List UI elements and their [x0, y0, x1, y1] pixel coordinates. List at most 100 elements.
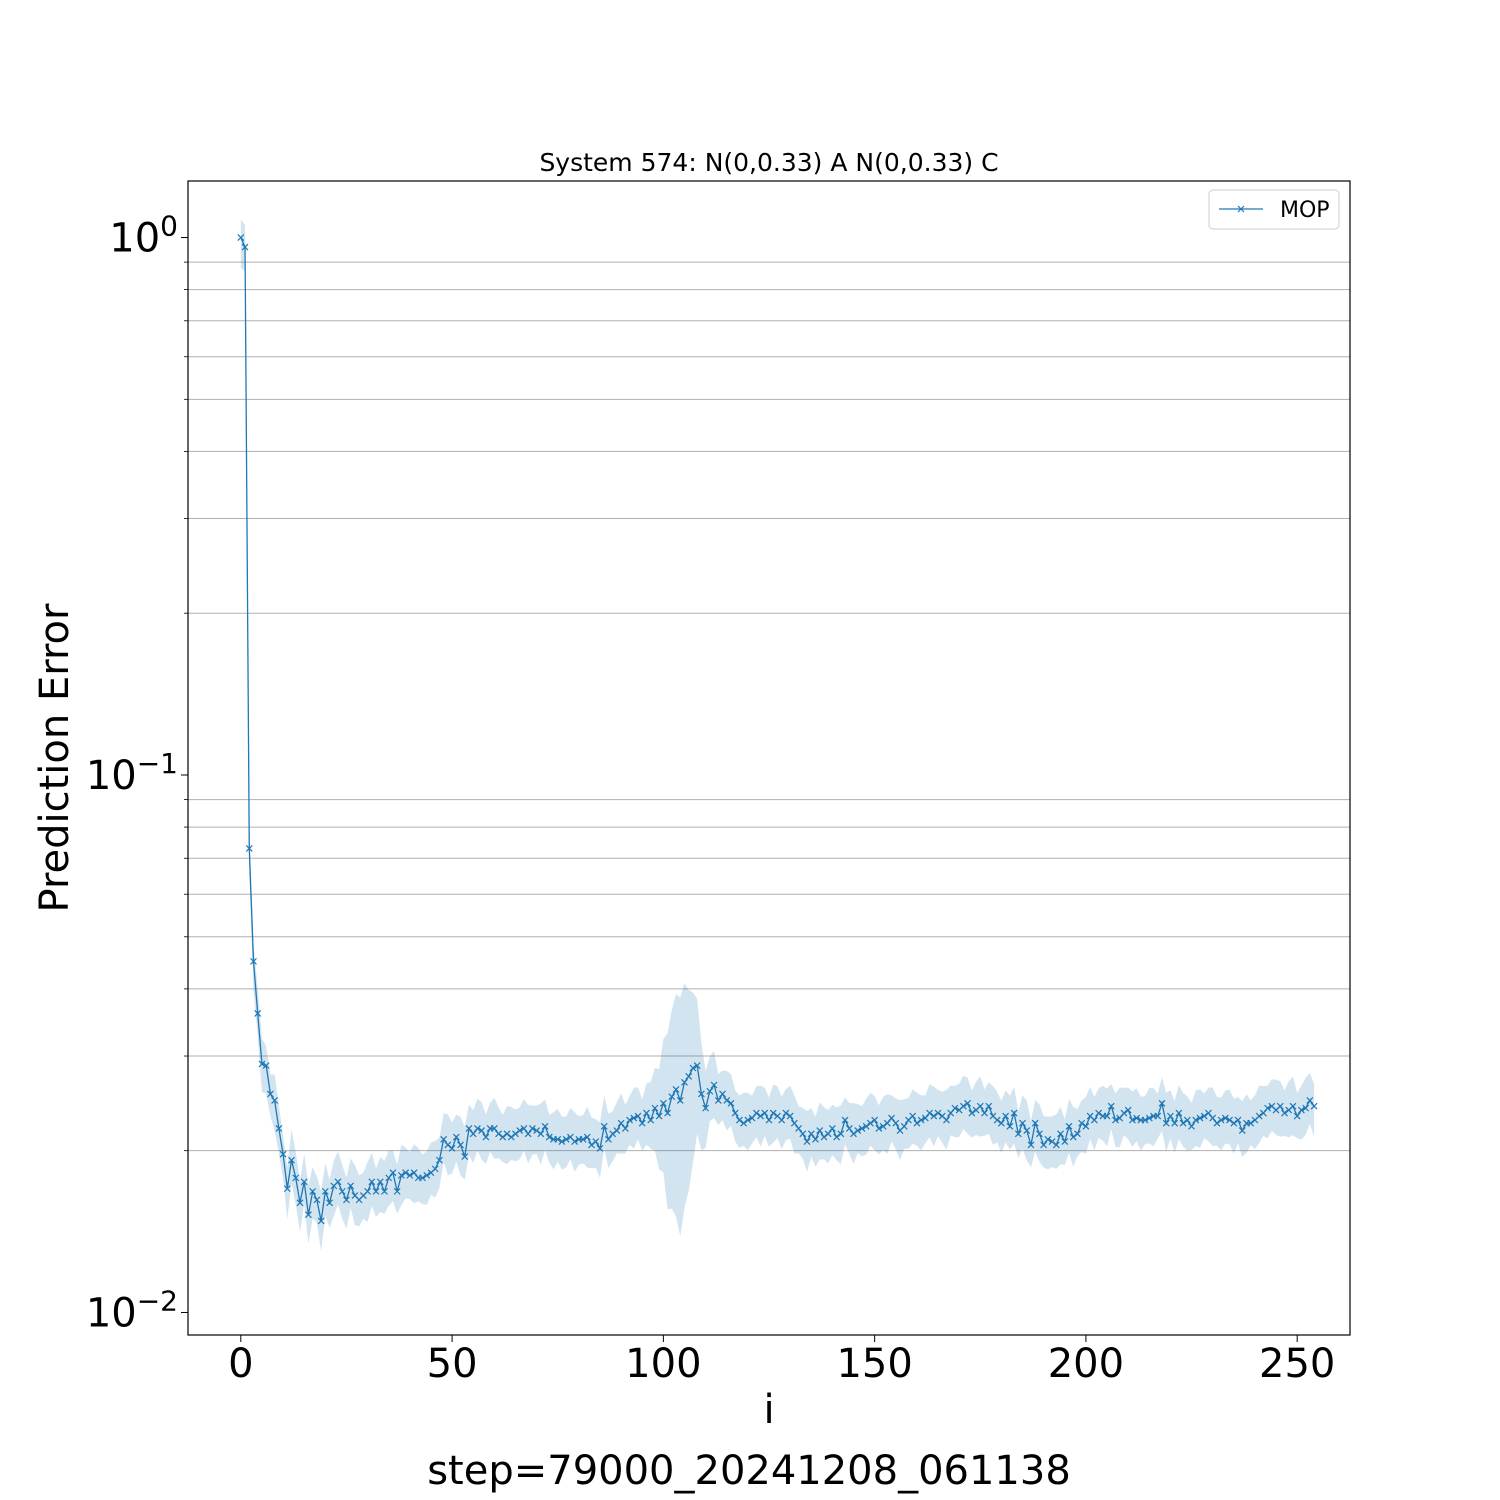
x-tick-label: 0: [228, 1341, 253, 1387]
data-point: [541, 1122, 549, 1130]
x-axis: 0 50 100 150 200 250: [228, 1335, 1335, 1387]
data-point: [490, 1125, 498, 1132]
data-point: [461, 1153, 469, 1161]
data-point: [1023, 1127, 1031, 1134]
data-point: [317, 1217, 325, 1225]
data-point: [524, 1130, 532, 1138]
data-point: [1027, 1141, 1035, 1149]
data-point: [1044, 1135, 1052, 1143]
data-point: [431, 1165, 439, 1173]
data-point: [334, 1178, 342, 1186]
data-point: [812, 1135, 819, 1143]
data-point: [782, 1109, 790, 1117]
y-tick-label: 10−2: [86, 1284, 178, 1336]
data-point: [499, 1133, 507, 1141]
data-point: [600, 1122, 608, 1130]
data-point: [735, 1116, 743, 1124]
data-point: [1162, 1119, 1170, 1127]
data-point: [824, 1130, 832, 1138]
data-point: [778, 1116, 786, 1124]
data-point: [338, 1187, 346, 1195]
data-point: [545, 1133, 553, 1141]
chart-title: System 574: N(0,0.33) A N(0,0.33) C: [539, 148, 998, 177]
data-point: [702, 1104, 710, 1112]
data-point: [410, 1169, 418, 1177]
data-point: [1107, 1102, 1115, 1110]
data-point: [765, 1116, 773, 1124]
data-point: [676, 1097, 684, 1104]
data-point: [321, 1187, 329, 1195]
legend-marker-mop: [1237, 205, 1245, 213]
data-point: [655, 1112, 663, 1120]
data-point: [1171, 1119, 1179, 1127]
data-point: [435, 1156, 443, 1164]
y-tick-label: 100: [109, 210, 178, 262]
data-point: [752, 1109, 760, 1117]
data-point: [837, 1130, 845, 1138]
data-point: [1057, 1130, 1064, 1138]
data-point: [926, 1109, 933, 1117]
data-point: [300, 1178, 308, 1186]
data-point: [976, 1102, 984, 1110]
data-point: [275, 1125, 283, 1132]
data-point: [1200, 1112, 1208, 1120]
data-point: [719, 1090, 726, 1098]
data-point: [1082, 1122, 1090, 1130]
data-point: [1002, 1112, 1010, 1120]
data-point: [465, 1125, 473, 1132]
data-point: [419, 1174, 426, 1182]
data-point: [347, 1182, 355, 1190]
data-point: [1293, 1112, 1301, 1120]
data-point: [727, 1099, 735, 1107]
data-point: [1006, 1122, 1014, 1130]
data-point: [452, 1133, 460, 1141]
data-point: [1221, 1114, 1229, 1122]
data-point: [1302, 1104, 1310, 1112]
data-point: [803, 1138, 811, 1145]
data-point: [250, 957, 257, 965]
data-point: [393, 1187, 401, 1195]
data-point: [1175, 1109, 1183, 1117]
data-point: [562, 1135, 570, 1143]
data-point: [389, 1169, 397, 1177]
data-point: [241, 243, 249, 251]
data-point: [761, 1109, 769, 1117]
data-point: [964, 1099, 972, 1107]
data-point: [1255, 1112, 1263, 1120]
data-point: [900, 1122, 908, 1130]
data-point: [381, 1187, 388, 1195]
data-point: [533, 1127, 541, 1134]
data-point: [305, 1211, 312, 1219]
data-point: [630, 1114, 638, 1122]
data-point: [731, 1109, 739, 1117]
data-point: [643, 1109, 650, 1117]
plot-frame: [187, 180, 1351, 1336]
x-tick-label: 200: [1048, 1341, 1124, 1387]
data-point: [440, 1135, 448, 1143]
data-point: [579, 1135, 587, 1143]
data-point: [807, 1130, 815, 1138]
data-point: [617, 1119, 625, 1127]
data-point: [262, 1062, 270, 1069]
data-point: [495, 1130, 502, 1138]
data-point: [516, 1127, 524, 1134]
data-point: [997, 1119, 1005, 1127]
data-point: [520, 1125, 528, 1132]
data-point: [1074, 1130, 1081, 1138]
data-point: [786, 1112, 794, 1120]
data-point: [279, 1150, 287, 1158]
data-point: [537, 1130, 545, 1138]
data-point: [685, 1072, 693, 1080]
data-point: [592, 1138, 600, 1145]
data-point: [845, 1125, 853, 1132]
data-point: [993, 1116, 1001, 1124]
data-point: [1188, 1122, 1195, 1130]
data-point: [245, 845, 253, 852]
data-point: [744, 1116, 752, 1124]
data-point: [828, 1125, 836, 1132]
data-point: [478, 1127, 486, 1134]
data-point: [854, 1127, 862, 1134]
data-point: [512, 1130, 519, 1138]
data-point: [1264, 1104, 1272, 1112]
